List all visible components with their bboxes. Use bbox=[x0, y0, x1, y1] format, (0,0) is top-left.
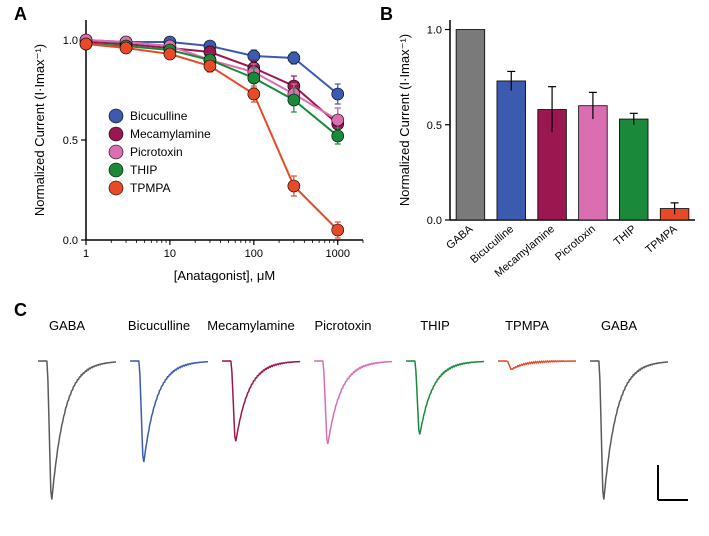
svg-text:Picrotoxin: Picrotoxin bbox=[553, 223, 598, 263]
panel-c-label: C bbox=[14, 300, 27, 321]
svg-text:10: 10 bbox=[164, 248, 176, 260]
svg-text:0.0: 0.0 bbox=[63, 235, 78, 247]
svg-text:Bicuculline: Bicuculline bbox=[130, 109, 188, 123]
svg-text:0.0: 0.0 bbox=[427, 215, 442, 227]
svg-text:[Anatagonist], μM: [Anatagonist], μM bbox=[174, 268, 275, 283]
svg-text:GABA: GABA bbox=[601, 318, 637, 333]
svg-text:TPMPA: TPMPA bbox=[643, 223, 680, 256]
svg-text:100: 100 bbox=[245, 248, 263, 260]
svg-text:1.0: 1.0 bbox=[63, 35, 78, 47]
svg-text:THIP: THIP bbox=[420, 318, 450, 333]
svg-text:GABA: GABA bbox=[49, 318, 85, 333]
panel-a-chart: 0.0 0.5 1.0 1 10 100 1000 [Anatagonist], μM Norm… bbox=[28, 10, 373, 290]
svg-text:Normalized Current (I·Imax⁻¹): Normalized Current (I·Imax⁻¹) bbox=[397, 34, 412, 206]
svg-text:Mecamylamine: Mecamylamine bbox=[130, 127, 211, 141]
panel-a-label: A bbox=[14, 4, 27, 25]
svg-text:THIP: THIP bbox=[130, 163, 157, 177]
svg-text:Picrotoxin: Picrotoxin bbox=[130, 145, 183, 159]
svg-text:1.0: 1.0 bbox=[427, 25, 442, 37]
svg-text:GABA: GABA bbox=[444, 223, 476, 252]
svg-text:THIP: THIP bbox=[612, 223, 639, 248]
svg-text:0.5: 0.5 bbox=[63, 135, 78, 147]
svg-text:Mecamylamine: Mecamylamine bbox=[207, 318, 294, 333]
svg-text:0.5: 0.5 bbox=[427, 120, 442, 132]
svg-text:Bicuculline: Bicuculline bbox=[128, 318, 190, 333]
svg-text:1: 1 bbox=[83, 248, 89, 260]
svg-text:TPMPA: TPMPA bbox=[130, 181, 170, 195]
svg-text:TPMPA: TPMPA bbox=[505, 318, 549, 333]
panel-b-chart: 0.0 0.5 1.0 Normalized Current (I·Imax⁻¹) GA… bbox=[395, 10, 705, 290]
svg-text:Normalized Current (I·Imax⁻¹): Normalized Current (I·Imax⁻¹) bbox=[32, 44, 47, 216]
svg-text:Picrotoxin: Picrotoxin bbox=[314, 318, 371, 333]
panel-b-label: B bbox=[380, 4, 393, 25]
panel-c-traces: GABA Bicuculline Mecamylamine Picrotoxin THI… bbox=[28, 315, 698, 525]
svg-text:1000: 1000 bbox=[325, 248, 349, 260]
